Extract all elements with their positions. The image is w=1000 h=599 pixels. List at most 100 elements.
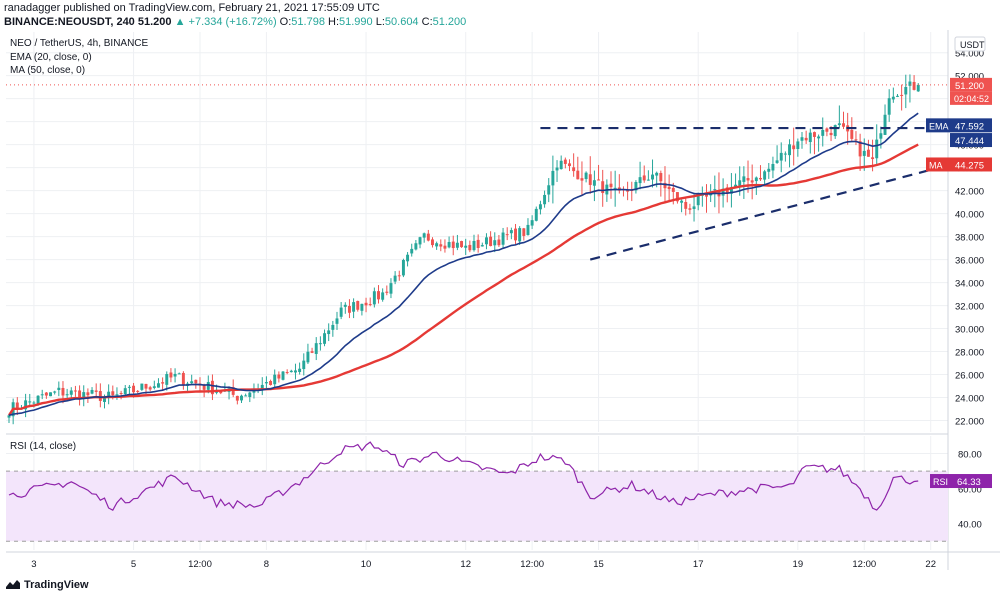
candle-body <box>347 305 351 313</box>
candle-body <box>472 240 476 251</box>
rsi-legend[interactable]: RSI (14, close) <box>10 441 77 452</box>
time-tick-label: 8 <box>264 559 269 570</box>
candle-body <box>812 132 816 137</box>
candle-body <box>206 382 210 390</box>
candle-body <box>123 388 127 395</box>
candle-body <box>156 383 160 388</box>
candle-body <box>140 383 144 390</box>
candle-body <box>181 372 185 386</box>
candle-body <box>377 291 380 300</box>
candle-body <box>260 384 264 389</box>
ema-value-tag-name: EMA <box>929 121 949 131</box>
candle-body <box>796 141 800 149</box>
candle-body <box>294 370 297 373</box>
candle-body <box>568 163 571 167</box>
candle-body <box>489 236 493 247</box>
candle-body <box>360 303 364 311</box>
candle-body <box>875 139 879 159</box>
candle-body <box>335 318 339 324</box>
candle-body <box>49 392 52 397</box>
ema-value-tag: 47.592 <box>955 121 984 132</box>
candle-body <box>78 390 82 400</box>
candle-body <box>414 243 418 250</box>
candle-body <box>609 183 613 188</box>
countdown: 02:04:52 <box>954 94 989 104</box>
candle-body <box>804 137 808 141</box>
candle-body <box>825 128 829 132</box>
candle-body <box>833 125 837 137</box>
candle-body <box>219 390 223 394</box>
candle-body <box>127 386 131 388</box>
support-line <box>589 166 940 261</box>
candle-body <box>850 129 854 139</box>
candle-body <box>514 228 517 241</box>
candle-body <box>240 395 243 401</box>
candle-body <box>792 145 796 150</box>
candle-body <box>455 242 459 248</box>
candle-body <box>107 391 111 398</box>
candle-body <box>210 380 214 395</box>
candle-body <box>675 192 679 202</box>
candle-body <box>177 373 181 375</box>
candle-body <box>871 157 875 160</box>
rsi-name-bg <box>930 474 950 489</box>
candle-body <box>148 387 152 390</box>
candle-body <box>215 391 219 393</box>
candle-body <box>887 98 891 115</box>
rsi-band <box>6 471 948 542</box>
candle-body <box>451 241 455 249</box>
rsi-line <box>8 441 919 512</box>
tradingview-brand[interactable]: TradingView <box>6 579 89 591</box>
ohlc-values: O:51.798 H:51.990 L:50.604 C:51.200 <box>279 16 467 28</box>
price-change: ▲ +7.334 (+16.72%) <box>174 16 277 28</box>
candle-body <box>165 374 169 385</box>
candle-body <box>646 179 650 181</box>
candle-body <box>725 187 729 194</box>
candle-body <box>738 180 742 186</box>
candle-body <box>194 379 198 384</box>
candle-body <box>277 374 281 379</box>
candle-body <box>576 170 580 180</box>
candle-body <box>509 230 513 234</box>
candle-body <box>152 386 156 388</box>
candle-body <box>551 170 555 186</box>
currency-button <box>954 36 986 52</box>
candle-body <box>916 84 920 92</box>
symbol-info: BINANCE:NEOUSDT, 240 51.200 ▲ +7.334 (+1… <box>4 16 466 28</box>
candle-body <box>73 390 77 392</box>
candle-body <box>908 81 912 86</box>
candle-body <box>202 384 206 390</box>
time-tick-label: 19 <box>793 559 804 570</box>
time-tick-label: 17 <box>693 559 704 570</box>
candle-body <box>331 324 335 330</box>
candle-body <box>696 195 700 206</box>
candle-body <box>518 228 522 242</box>
candle-body <box>435 243 439 247</box>
ema20-line <box>8 112 919 417</box>
candle-body <box>580 178 584 181</box>
high-value: 51.990 <box>339 16 373 28</box>
candle-body <box>559 160 563 170</box>
rsi-value: 64.33 <box>957 477 981 488</box>
currency-label: USDT <box>960 40 985 50</box>
candle-body <box>588 174 592 185</box>
candle-body <box>480 245 484 247</box>
price-tick-label: 52.000 <box>955 72 984 83</box>
time-tick-label: 10 <box>361 559 372 570</box>
candle-body <box>497 239 501 246</box>
candle-body <box>713 189 717 191</box>
candle-body <box>381 292 385 300</box>
time-tick-label: 12 <box>460 559 471 570</box>
ma-legend[interactable]: MA (50, close, 0) <box>10 65 86 76</box>
ema-legend[interactable]: EMA (20, close, 0) <box>10 52 92 63</box>
candle-body <box>269 381 273 386</box>
candle-body <box>82 392 86 399</box>
candle-body <box>555 167 559 171</box>
candle-body <box>318 343 322 345</box>
candle-body <box>339 307 343 317</box>
price-tick-label: 34.000 <box>955 279 984 290</box>
candle-body <box>44 392 48 396</box>
candle-body <box>858 141 862 157</box>
published-info: ranadagger published on TradingView.com,… <box>4 2 380 14</box>
